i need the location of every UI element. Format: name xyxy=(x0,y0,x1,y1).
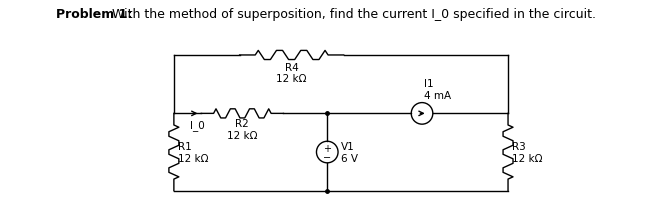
Text: −: − xyxy=(323,152,331,162)
Text: +: + xyxy=(323,143,331,153)
Text: With the method of superposition, find the current I_0 specified in the circuit.: With the method of superposition, find t… xyxy=(108,8,595,21)
Text: R1
12 kΩ: R1 12 kΩ xyxy=(178,142,209,163)
Text: R4
12 kΩ: R4 12 kΩ xyxy=(277,62,307,84)
Text: R3
12 kΩ: R3 12 kΩ xyxy=(512,142,543,163)
Text: I_0: I_0 xyxy=(189,120,205,130)
Text: V1
6 V: V1 6 V xyxy=(341,142,358,163)
Text: R2
12 kΩ: R2 12 kΩ xyxy=(227,119,257,140)
Text: I1
4 mA: I1 4 mA xyxy=(424,79,451,101)
Text: Problem 1:: Problem 1: xyxy=(56,8,133,21)
